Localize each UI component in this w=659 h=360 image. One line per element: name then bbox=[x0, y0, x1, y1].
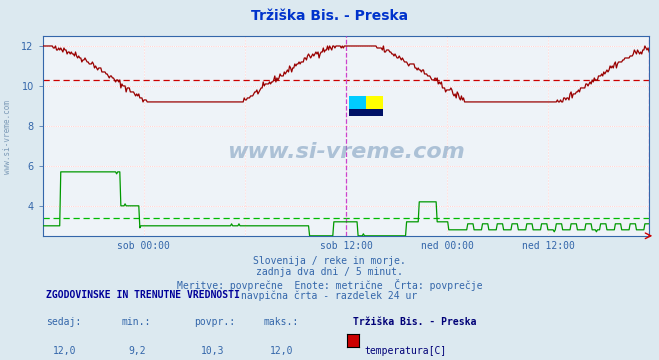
Text: ned 00:00: ned 00:00 bbox=[420, 241, 473, 251]
Text: temperatura[C]: temperatura[C] bbox=[364, 346, 447, 356]
Text: navpična črta - razdelek 24 ur: navpična črta - razdelek 24 ur bbox=[241, 291, 418, 301]
Text: Tržiška Bis. - Preska: Tržiška Bis. - Preska bbox=[353, 317, 476, 327]
Bar bbox=[366, 96, 383, 116]
Text: www.si-vreme.com: www.si-vreme.com bbox=[227, 142, 465, 162]
Text: maks.:: maks.: bbox=[264, 317, 299, 327]
Text: Meritve: povprečne  Enote: metrične  Črta: povprečje: Meritve: povprečne Enote: metrične Črta:… bbox=[177, 279, 482, 291]
Text: povpr.:: povpr.: bbox=[194, 317, 235, 327]
Text: sedaj:: sedaj: bbox=[46, 317, 81, 327]
Text: Slovenija / reke in morje.: Slovenija / reke in morje. bbox=[253, 256, 406, 266]
Bar bbox=[349, 96, 366, 116]
Text: 12,0: 12,0 bbox=[53, 346, 76, 356]
Text: www.si-vreme.com: www.si-vreme.com bbox=[3, 100, 13, 174]
Text: ned 12:00: ned 12:00 bbox=[522, 241, 575, 251]
Bar bbox=[349, 109, 383, 116]
Text: 9,2: 9,2 bbox=[129, 346, 146, 356]
Text: zadnja dva dni / 5 minut.: zadnja dva dni / 5 minut. bbox=[256, 267, 403, 277]
Text: Tržiška Bis. - Preska: Tržiška Bis. - Preska bbox=[251, 9, 408, 23]
Text: sob 12:00: sob 12:00 bbox=[320, 241, 372, 251]
Text: sob 00:00: sob 00:00 bbox=[117, 241, 170, 251]
Text: min.:: min.: bbox=[122, 317, 152, 327]
Text: 10,3: 10,3 bbox=[201, 346, 225, 356]
Text: ZGODOVINSKE IN TRENUTNE VREDNOSTI: ZGODOVINSKE IN TRENUTNE VREDNOSTI bbox=[46, 290, 240, 300]
Text: 12,0: 12,0 bbox=[270, 346, 294, 356]
